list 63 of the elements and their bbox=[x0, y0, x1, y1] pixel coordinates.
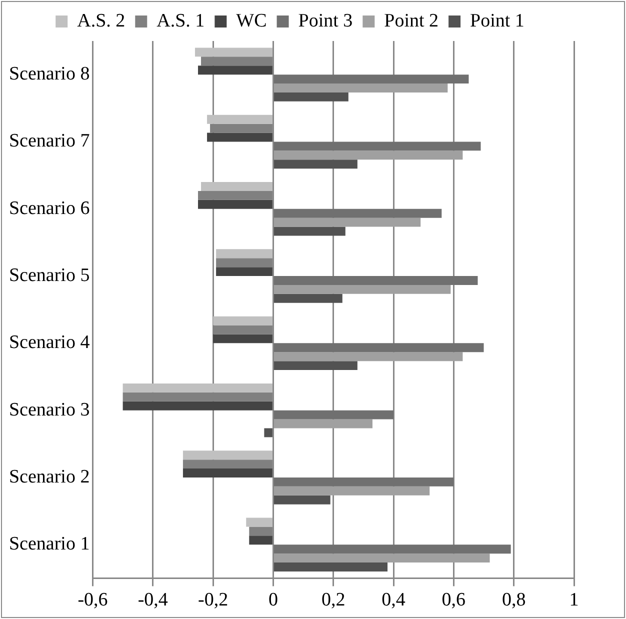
legend-label: Point 2 bbox=[384, 10, 439, 32]
bar bbox=[274, 150, 463, 160]
bar bbox=[274, 92, 348, 102]
bar bbox=[274, 142, 481, 151]
bar bbox=[194, 48, 272, 57]
bar bbox=[274, 477, 454, 486]
y-tick-label: Scenario 8 bbox=[8, 64, 90, 85]
y-tick-label: Scenario 7 bbox=[8, 130, 90, 152]
bar bbox=[122, 383, 272, 392]
bar bbox=[274, 562, 388, 572]
x-tick-label: 0,6 bbox=[442, 590, 466, 611]
bar bbox=[207, 114, 272, 124]
bar bbox=[201, 182, 272, 191]
bar bbox=[274, 361, 358, 370]
bar bbox=[274, 419, 372, 428]
bar bbox=[182, 468, 272, 478]
legend-label: A.S. 2 bbox=[77, 10, 126, 32]
x-tick-label: 0,8 bbox=[502, 590, 526, 611]
x-tick-label: 0 bbox=[268, 590, 278, 611]
bar bbox=[274, 208, 442, 218]
legend-label: A.S. 1 bbox=[156, 10, 205, 32]
x-tick-label: 1 bbox=[569, 590, 579, 611]
bar bbox=[198, 66, 272, 75]
bar bbox=[274, 74, 469, 84]
bar bbox=[264, 428, 272, 438]
bar bbox=[274, 84, 448, 92]
bar bbox=[274, 352, 463, 362]
bar bbox=[274, 410, 394, 420]
bar bbox=[216, 267, 272, 276]
bar bbox=[274, 284, 451, 294]
bar bbox=[213, 334, 272, 344]
bar bbox=[274, 343, 484, 352]
bar bbox=[216, 249, 272, 258]
y-tick-label: Scenario 2 bbox=[8, 466, 90, 488]
y-tick-label: Scenario 3 bbox=[8, 399, 90, 420]
y-tick-label: Scenario 6 bbox=[8, 198, 90, 219]
bar bbox=[198, 200, 272, 209]
bar bbox=[122, 401, 272, 410]
x-tick-label: 0,4 bbox=[382, 590, 406, 611]
bar bbox=[274, 554, 490, 563]
bar bbox=[249, 536, 272, 545]
bar bbox=[274, 160, 358, 169]
x-tick-label: -0,4 bbox=[138, 590, 168, 611]
y-tick-label: Scenario 1 bbox=[8, 534, 90, 555]
bar bbox=[246, 518, 272, 527]
legend-label: Point 3 bbox=[298, 10, 353, 32]
x-tick-label: -0,2 bbox=[198, 590, 228, 611]
x-tick-label: 0,2 bbox=[321, 590, 346, 611]
bar bbox=[182, 450, 272, 460]
bar bbox=[207, 132, 272, 142]
bar bbox=[274, 294, 342, 303]
bar bbox=[274, 226, 346, 236]
bar bbox=[274, 486, 430, 496]
bar bbox=[274, 276, 478, 285]
bar bbox=[274, 218, 421, 227]
y-tick-label: Scenario 5 bbox=[8, 265, 90, 286]
bar bbox=[274, 544, 511, 554]
bar bbox=[213, 316, 272, 326]
legend-label: WC bbox=[236, 10, 267, 32]
legend-label: Point 1 bbox=[470, 10, 524, 32]
bar bbox=[274, 495, 330, 504]
x-tick-label: -0,6 bbox=[78, 590, 108, 611]
y-tick-label: Scenario 4 bbox=[8, 332, 90, 354]
